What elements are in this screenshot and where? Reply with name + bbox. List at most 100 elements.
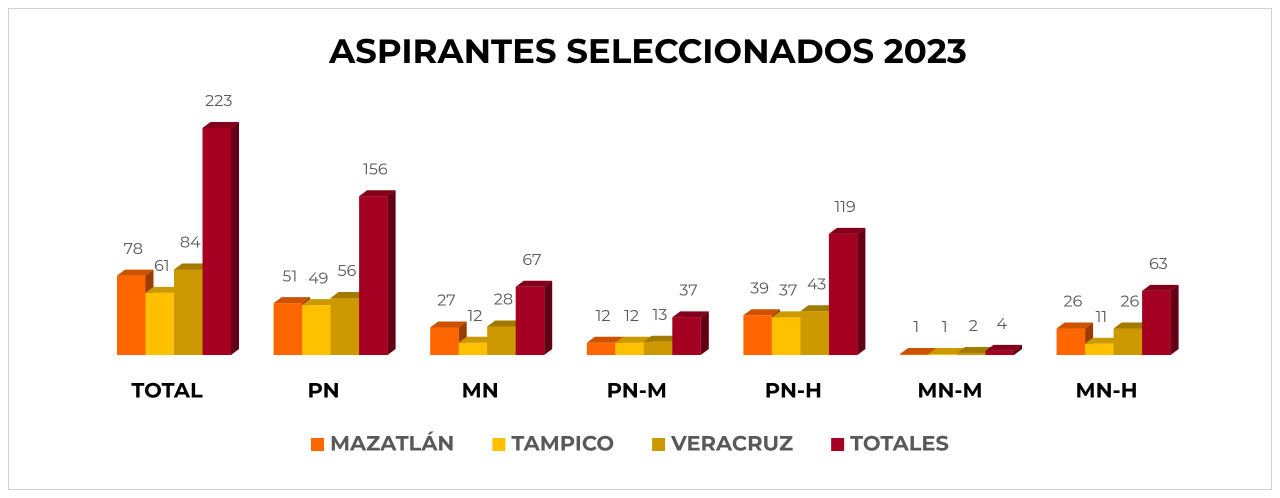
bar <box>900 353 929 355</box>
legend-label: TAMPICO <box>511 432 614 457</box>
value-label: 37 <box>679 282 697 301</box>
bar <box>828 233 858 355</box>
bar <box>515 286 545 355</box>
bar-top <box>515 280 553 287</box>
legend-label: VERACRUZ <box>670 432 793 457</box>
bar <box>615 342 644 355</box>
x-tick-label: PN-M <box>607 379 667 404</box>
bar-side <box>1014 344 1022 355</box>
legend-label: MAZATLÁN <box>330 431 454 457</box>
value-label: 223 <box>205 92 232 111</box>
bar-top <box>1085 337 1122 344</box>
bar <box>330 297 360 355</box>
x-tick-label: TOTAL <box>131 379 203 404</box>
bar-top <box>771 311 809 318</box>
bar <box>1113 328 1143 355</box>
value-label: 4 <box>996 315 1007 334</box>
bar-top <box>202 122 239 128</box>
bar <box>743 315 772 355</box>
legend-label: TOTALES <box>850 432 949 457</box>
bar <box>273 303 303 355</box>
bar <box>359 196 388 355</box>
bar <box>202 128 231 355</box>
bar-side <box>857 227 866 355</box>
bar-side <box>387 190 396 355</box>
value-label: 61 <box>154 257 170 276</box>
bar-top <box>430 321 467 328</box>
bar <box>1085 343 1114 355</box>
bar <box>458 342 488 355</box>
bar <box>800 311 829 355</box>
x-tick-label: MN-H <box>1076 379 1138 404</box>
bar <box>430 327 459 355</box>
legend-swatch <box>311 438 324 451</box>
bar-top <box>273 297 311 304</box>
bar-top <box>800 305 837 312</box>
bar <box>771 317 801 355</box>
value-label: 27 <box>437 292 455 311</box>
bar-top <box>487 320 524 327</box>
bar-top <box>117 269 154 276</box>
bar-top <box>828 227 866 234</box>
bar-top <box>900 347 937 354</box>
bar-top <box>957 346 994 353</box>
value-label: 43 <box>807 275 826 294</box>
bar <box>1142 290 1171 355</box>
bar <box>928 353 957 355</box>
bar <box>643 341 673 355</box>
bar-top <box>743 309 780 316</box>
bar-side <box>231 122 239 355</box>
value-label: 26 <box>1120 293 1139 312</box>
legend-swatch <box>831 438 845 451</box>
value-label: 49 <box>308 269 328 288</box>
bar <box>672 317 701 355</box>
bar-top <box>643 335 681 342</box>
legend-swatch <box>492 438 506 451</box>
bar-top <box>1142 284 1179 291</box>
chart-title: ASPIRANTES SELECCIONADOS 2023 <box>328 30 967 72</box>
bar <box>985 350 1014 355</box>
bar <box>174 269 203 355</box>
bar-top <box>145 286 182 293</box>
bar-top <box>458 336 496 343</box>
bar-top <box>586 336 624 343</box>
bar-top <box>302 299 339 306</box>
bar-top <box>330 291 368 298</box>
bar-top <box>1113 322 1151 329</box>
value-label: 12 <box>468 307 483 326</box>
value-label: 26 <box>1063 293 1082 312</box>
x-tick-label: PN-H <box>765 379 822 404</box>
bar-side <box>544 280 553 355</box>
bar-top <box>359 190 396 197</box>
value-label: 56 <box>337 262 356 281</box>
legend-swatch <box>652 438 666 451</box>
value-label: 11 <box>1096 308 1108 327</box>
value-label: 1 <box>942 318 948 337</box>
value-label: 13 <box>653 306 668 325</box>
bar <box>302 305 331 355</box>
bar-top <box>615 336 652 343</box>
bar-top <box>1056 322 1094 329</box>
value-label: 84 <box>180 234 201 253</box>
bar-top <box>174 263 211 270</box>
value-label: 63 <box>1149 255 1168 274</box>
bar <box>487 326 516 355</box>
value-label: 51 <box>282 267 297 286</box>
bar-side <box>700 311 709 355</box>
value-label: 28 <box>494 291 513 310</box>
value-label: 39 <box>750 280 769 299</box>
value-label: 78 <box>124 240 143 259</box>
bar <box>145 292 174 355</box>
bar-side <box>1170 284 1179 355</box>
x-tick-label: MN <box>462 379 499 404</box>
bar-top <box>672 311 709 318</box>
bar <box>957 352 986 355</box>
value-label: 12 <box>596 307 611 326</box>
value-label: 156 <box>363 160 388 179</box>
bar <box>586 342 616 355</box>
x-tick-label: PN <box>308 379 340 404</box>
value-label: 12 <box>624 307 639 326</box>
bar <box>117 275 146 355</box>
x-tick-label: MN-M <box>917 379 982 404</box>
